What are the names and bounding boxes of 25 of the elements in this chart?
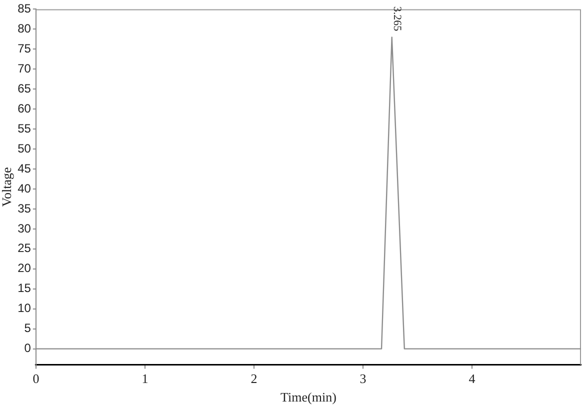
y-tick-label: 50: [18, 141, 32, 156]
y-tick-label: 55: [18, 121, 32, 136]
y-tick-label: 70: [18, 61, 32, 76]
y-tick-label: 45: [18, 161, 32, 176]
y-tick-label: 5: [24, 321, 32, 336]
y-tick-label: 25: [18, 241, 32, 256]
y-tick-label: 15: [18, 281, 32, 296]
y-tick-label: 85: [18, 2, 32, 16]
x-axis-title: Time(min): [280, 390, 336, 405]
x-tick-label: 3: [360, 371, 366, 386]
y-tick-label: 0: [24, 341, 32, 356]
y-tick-label: 65: [18, 81, 32, 96]
x-tick-label: 2: [250, 371, 258, 386]
y-tick-label: 75: [18, 41, 32, 56]
y-tick-label: 40: [18, 181, 32, 196]
x-tick-label: 1: [142, 371, 148, 386]
y-tick-label: 80: [18, 21, 32, 36]
annotation: 3.265: [390, 6, 403, 32]
y-tick-label: 30: [18, 221, 32, 236]
y-tick-label: 10: [18, 301, 32, 316]
y-axis-title: Voltage: [0, 167, 14, 207]
y-tick-label: 35: [18, 201, 32, 216]
y-tick-label: 60: [18, 101, 32, 116]
y-tick-label: 20: [18, 261, 32, 276]
x-tick-label: 4: [468, 371, 476, 386]
